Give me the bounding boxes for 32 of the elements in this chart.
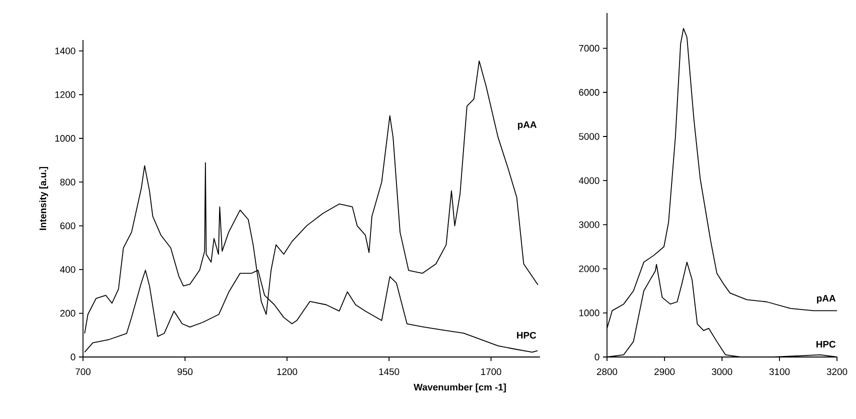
y-tick-label: 200 <box>60 310 76 317</box>
series-label: HPC <box>816 340 836 348</box>
y-tick-label: 600 <box>60 222 76 230</box>
y-tick-label: 1400 <box>55 48 76 54</box>
y-tick-label: 0 <box>70 354 76 360</box>
x-tick-label: 3100 <box>769 368 790 376</box>
x-tick-label: 2800 <box>596 368 618 376</box>
y-tick-label: 3000 <box>578 221 600 228</box>
y-tick-label: 1200 <box>55 91 76 98</box>
y-tick-label: 1000 <box>579 310 600 316</box>
y-tick-label: 7000 <box>579 44 600 52</box>
series-label: HPC <box>517 332 536 339</box>
y-tick-label: 4000 <box>578 177 600 184</box>
y-tick-label: 2000 <box>579 265 600 272</box>
x-tick-label: 1450 <box>379 368 400 376</box>
x-tick-label: 1200 <box>277 368 298 376</box>
x-axis-title: Wavenumber [cm -1] <box>414 384 506 392</box>
y-tick-label: 400 <box>60 266 76 273</box>
y-tick-label: 6000 <box>579 89 600 96</box>
y-tick-label: 5000 <box>578 133 600 140</box>
x-tick-label: 700 <box>76 368 91 376</box>
text: pAA <box>518 121 537 130</box>
y-tick-label: 800 <box>60 178 76 186</box>
series-label: pAA <box>816 295 836 304</box>
x-tick-label: 3000 <box>712 368 732 376</box>
x-tick-label: 950 <box>178 368 193 376</box>
x-tick-label: 2900 <box>654 368 675 376</box>
x-tick-label: 1700 <box>481 368 502 376</box>
x-tick-label: 3200 <box>826 368 848 376</box>
y-axis-title: Intensity [a.u.] <box>39 166 48 230</box>
y-tick-label: 0 <box>594 354 600 360</box>
y-tick-label: 1000 <box>55 135 76 142</box>
